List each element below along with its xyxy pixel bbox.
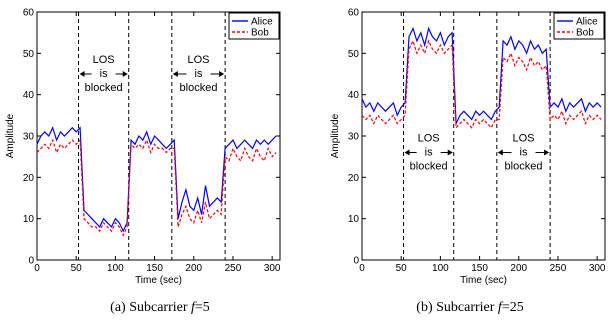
y-tick-label: 60	[348, 8, 360, 19]
arrow-left-head	[172, 71, 178, 77]
x-axis-label: Time (sec)	[460, 275, 507, 286]
series-line-alice	[36, 126, 277, 233]
annotation-text: blocked	[410, 161, 448, 173]
y-tick-label: 10	[23, 214, 35, 225]
y-tick-label: 10	[348, 214, 360, 225]
annotation-text: is	[100, 68, 108, 80]
legend-box	[228, 12, 280, 40]
arrow-right-head	[219, 71, 225, 77]
x-tick-label: 300	[264, 263, 281, 274]
legend-label-alice: Alice	[251, 17, 273, 28]
x-tick-label: 50	[396, 263, 408, 274]
caption-a-label: (a) Subcarrier	[110, 300, 188, 315]
y-tick-label: 30	[23, 132, 35, 143]
legend-label-bob: Bob	[251, 28, 269, 39]
y-axis-label: Amplitude	[5, 113, 16, 158]
arrow-left-head	[404, 149, 410, 156]
annotation-text: LOS	[93, 54, 115, 66]
plot-frame	[361, 11, 606, 261]
caption-a: (a) Subcarrier f=5	[20, 300, 300, 316]
y-tick-label: 0	[353, 256, 359, 267]
arrow-left-head	[79, 71, 85, 77]
annotation-0: LOS is blocked	[79, 54, 128, 94]
x-tick-label: 250	[550, 263, 567, 274]
chart-panel-0: 0 50 100 150 200 250 300 0 10 20 30 40 50 60 Time (sec…	[5, 8, 281, 287]
legend-label-bob: Bob	[576, 28, 594, 39]
annotation-text: blocked	[180, 82, 218, 94]
annotation-text: LOS	[512, 133, 534, 145]
annotation-text: blocked	[85, 82, 123, 94]
y-tick-label: 60	[23, 8, 35, 19]
x-tick-label: 300	[589, 263, 606, 274]
arrow-right-head	[122, 71, 128, 77]
annotation-1: LOS is blocked	[497, 133, 550, 173]
legend-label-alice: Alice	[576, 17, 598, 28]
annotation-text: blocked	[505, 161, 543, 173]
annotation-text: LOS	[187, 54, 209, 66]
x-tick-label: 50	[71, 263, 83, 274]
annotation-0: LOS is blocked	[404, 133, 453, 173]
annotation-text: is	[520, 147, 528, 159]
y-tick-label: 0	[28, 256, 34, 267]
annotation-text: is	[195, 68, 203, 80]
x-tick-label: 100	[432, 263, 449, 274]
caption-a-var: f	[191, 300, 195, 315]
arrow-right-head	[544, 149, 550, 156]
annotation-1: LOS is blocked	[172, 54, 225, 94]
x-tick-label: 150	[471, 263, 488, 274]
x-tick-label: 0	[34, 263, 40, 274]
y-tick-label: 40	[348, 90, 360, 101]
y-tick-label: 40	[23, 90, 35, 101]
x-tick-label: 200	[510, 263, 527, 274]
chart-panel-1: 0 50 100 150 200 250 300 0 10 20 30 40 50 60 Time (sec…	[330, 8, 606, 287]
series-line-alice	[361, 26, 602, 124]
caption-a-value: =5	[194, 300, 210, 315]
x-tick-label: 0	[359, 263, 365, 274]
y-tick-label: 20	[348, 173, 360, 184]
arrow-left-head	[497, 149, 503, 156]
y-tick-label: 30	[348, 132, 360, 143]
x-axis-label: Time (sec)	[135, 275, 182, 286]
annotation-text: LOS	[418, 133, 440, 145]
x-tick-label: 250	[225, 263, 242, 274]
series-line-bob	[361, 39, 602, 130]
y-tick-label: 50	[348, 49, 360, 60]
caption-b-var: f	[497, 300, 502, 315]
y-axis-label: Amplitude	[330, 113, 341, 158]
x-tick-label: 150	[146, 263, 163, 274]
caption-b: (b) Subcarrier f=25	[330, 300, 610, 316]
caption-b-label: (b) Subcarrier	[416, 300, 495, 315]
x-tick-label: 100	[107, 263, 124, 274]
legend-box	[553, 12, 605, 40]
x-tick-label: 200	[185, 263, 202, 274]
series-line-bob	[36, 138, 277, 237]
arrow-right-head	[447, 149, 453, 156]
plot-frame	[36, 11, 281, 261]
y-tick-label: 50	[23, 49, 35, 60]
y-tick-label: 20	[23, 173, 35, 184]
caption-b-value: =25	[501, 300, 524, 315]
annotation-text: is	[425, 147, 433, 159]
